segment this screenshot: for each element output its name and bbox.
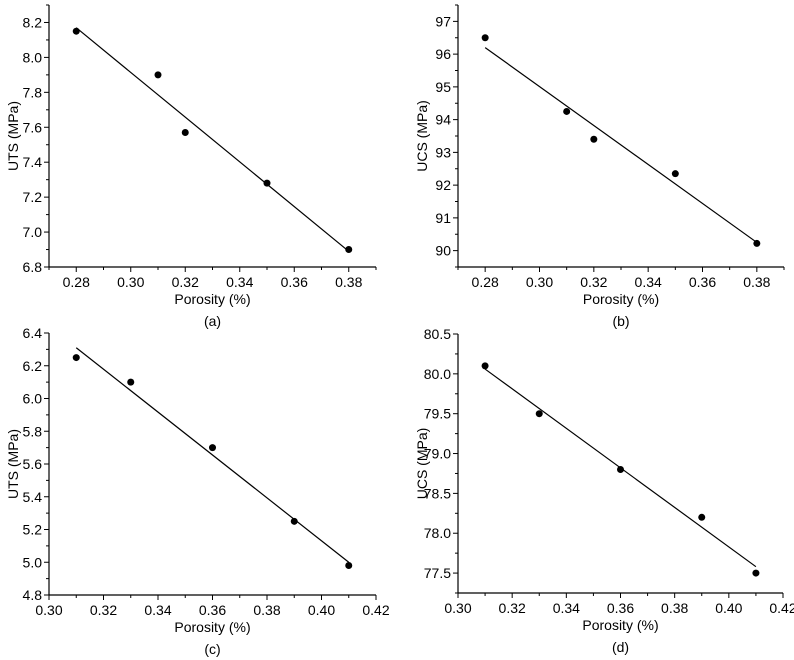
x-tick-label: 0.36 (199, 602, 226, 618)
y-axis-title: UCS (MPa) (414, 100, 430, 172)
data-point (72, 354, 80, 362)
y-tick-label: 8.0 (23, 49, 43, 65)
fit-line (484, 47, 758, 243)
x-tick-label: 0.34 (144, 602, 171, 618)
y-tick-label: 79.5 (424, 406, 451, 422)
y-tick-label: 5.6 (23, 456, 43, 472)
x-tick-label: 0.38 (253, 602, 280, 618)
x-tick-label: 0.38 (661, 600, 688, 616)
data-point (209, 444, 216, 452)
x-tick-label: 0.42 (769, 600, 794, 616)
x-tick-label: 0.32 (172, 274, 199, 290)
data-point (181, 129, 189, 137)
y-tick-label: 7.2 (23, 189, 43, 205)
panel-a: 0.28 0.30 0.32 0.34 0.36 0.38 6.8 7.0 7.2 7.4 7.6 7… (5, 4, 377, 329)
y-tick-label: 6.2 (23, 358, 43, 374)
y-tick-label: 7.8 (23, 84, 43, 100)
x-axis-title: Porosity (%) (583, 291, 659, 307)
panel-label: (a) (204, 313, 221, 329)
y-tick-label: 6.8 (23, 259, 43, 275)
y-tick-label: 94 (435, 112, 451, 128)
x-tick-label: 0.40 (715, 600, 742, 616)
data-point (154, 71, 162, 79)
x-tick-label: 0.30 (444, 600, 471, 616)
y-tick-label: 6.4 (23, 325, 43, 341)
x-axis-title: Porosity (%) (174, 291, 250, 307)
y-tick-label: 77.5 (424, 565, 451, 581)
y-tick-label: 7.0 (23, 224, 43, 240)
y-axis-title: UCS (MPa) (414, 428, 430, 500)
fit-line (75, 27, 350, 252)
y-tick-label: 5.0 (23, 554, 43, 570)
y-tick-label: 79.0 (424, 446, 451, 462)
fit-line (75, 347, 350, 563)
y-tick-label: 93 (435, 144, 451, 160)
y-tick-label: 80.0 (424, 366, 451, 382)
y-tick-label: 6.0 (23, 391, 43, 407)
data-point (72, 27, 80, 35)
data-point (752, 569, 760, 577)
data-point (535, 410, 543, 418)
x-tick-label: 0.32 (499, 600, 526, 616)
data-point (753, 239, 761, 247)
panel-label: (c) (204, 641, 220, 657)
y-tick-label: 91 (435, 210, 451, 226)
x-tick-label: 0.30 (117, 274, 144, 290)
data-point (481, 34, 489, 42)
y-tick-label: 96 (435, 46, 451, 62)
y-axis-title: UTS (MPa) (5, 101, 21, 171)
x-tick-label: 0.34 (635, 274, 662, 290)
data-point (590, 135, 598, 143)
data-point (127, 378, 135, 386)
y-tick-label: 7.4 (23, 154, 43, 170)
y-tick-label: 7.6 (23, 119, 43, 135)
data-point (345, 562, 353, 570)
y-tick-label: 95 (435, 79, 451, 95)
x-tick-label: 0.38 (335, 274, 362, 290)
y-tick-label: 78.0 (424, 525, 451, 541)
y-tick-label: 4.8 (23, 587, 43, 603)
panel-label: (b) (612, 313, 629, 329)
data-point (290, 517, 298, 525)
y-tick-label: 80.5 (424, 326, 451, 342)
x-axis-title: Porosity (%) (582, 617, 658, 633)
panel-b: 0.28 0.30 0.32 0.34 0.36 0.38 90 91 92 93 94 95 96 97… (414, 4, 785, 329)
data-point (345, 246, 353, 254)
x-tick-label: 0.42 (362, 602, 389, 618)
data-point (563, 107, 571, 115)
x-axis-title: Porosity (%) (174, 619, 250, 635)
x-tick-label: 0.32 (90, 602, 117, 618)
data-point (698, 513, 706, 521)
y-tick-label: 5.4 (23, 489, 43, 505)
data-point (263, 179, 271, 187)
y-tick-label: 92 (435, 177, 451, 193)
y-axis-title: UTS (MPa) (5, 429, 21, 499)
y-tick-label: 78.5 (424, 485, 451, 501)
panel-c: 0.30 0.32 0.34 0.36 0.38 0.40 0.42 4.8 5.0 5.2 5.4… (5, 325, 390, 657)
data-point (617, 465, 624, 473)
x-tick-label: 0.38 (743, 274, 770, 290)
y-tick-label: 90 (435, 243, 451, 259)
x-tick-label: 0.28 (472, 274, 499, 290)
x-tick-label: 0.34 (226, 274, 253, 290)
x-tick-label: 0.28 (63, 274, 90, 290)
y-tick-label: 97 (435, 13, 451, 29)
y-tick-label: 5.2 (23, 522, 43, 538)
x-tick-label: 0.36 (689, 274, 716, 290)
y-tick-label: 8.2 (23, 14, 43, 30)
x-tick-label: 0.40 (308, 602, 335, 618)
y-tick-label: 5.8 (23, 423, 43, 439)
x-tick-label: 0.36 (607, 600, 634, 616)
x-tick-label: 0.32 (580, 274, 607, 290)
x-tick-label: 0.34 (553, 600, 580, 616)
x-tick-label: 0.30 (526, 274, 553, 290)
data-point (481, 362, 489, 370)
x-tick-label: 0.36 (281, 274, 308, 290)
panel-label: (d) (612, 639, 629, 655)
x-tick-label: 0.30 (35, 602, 62, 618)
data-point (671, 170, 679, 178)
panel-d: 0.30 0.32 0.34 0.36 0.38 0.40 0.42 77.5 78.0 78.5… (414, 326, 794, 655)
